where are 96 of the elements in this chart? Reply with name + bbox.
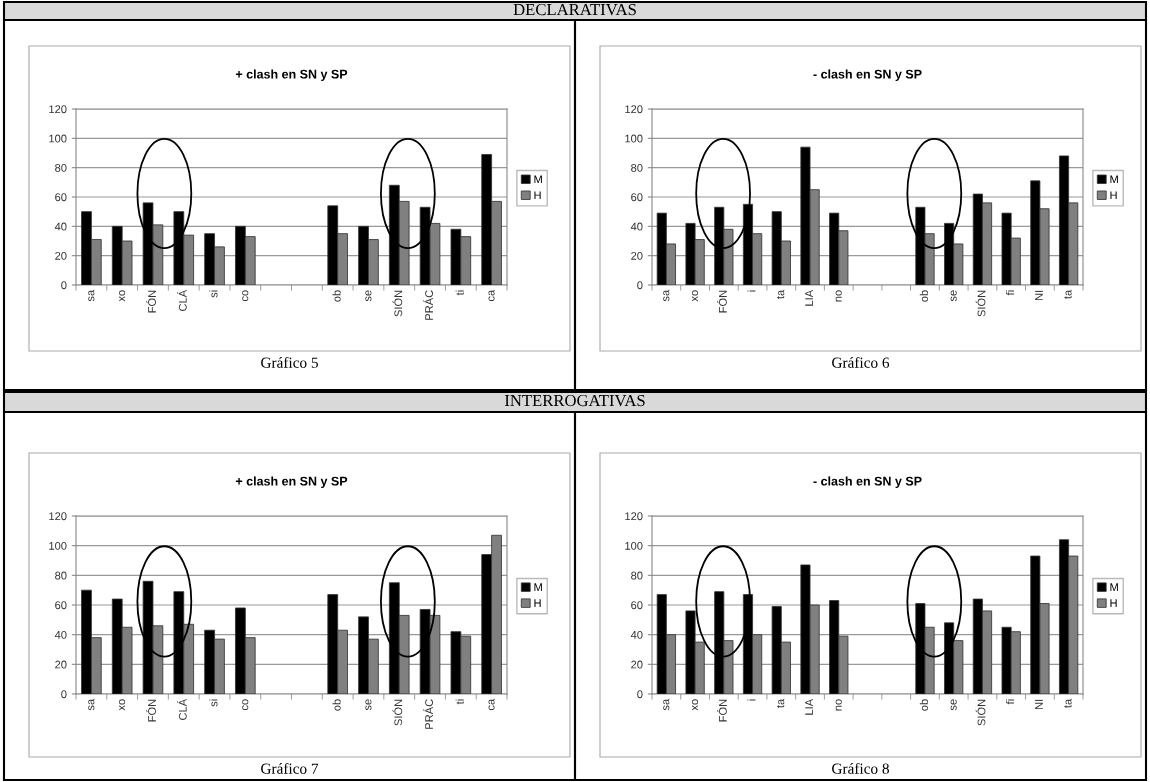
x-tick-label: sa — [663, 698, 670, 711]
x-tick-label: si — [209, 290, 218, 298]
y-tick-label: 60 — [55, 193, 67, 202]
x-tick-label: se — [950, 699, 957, 711]
x-tick-label: se — [365, 290, 372, 302]
y-tick-label: 120 — [625, 105, 643, 114]
chart-title: - clash en SN y SP — [813, 69, 922, 82]
x-tick-label: ta — [776, 289, 785, 299]
x-tick-label: LIA — [805, 289, 813, 306]
x-tick-label: co — [242, 290, 249, 302]
y-tick-label: 0 — [637, 690, 643, 699]
legend-label: M — [1110, 175, 1118, 184]
x-tick-label: SIÓN — [975, 699, 986, 726]
x-tick-label: ca — [488, 698, 495, 711]
y-tick-label: 80 — [631, 163, 643, 172]
x-tick-label: ti — [455, 290, 464, 296]
x-tick-label: sa — [88, 698, 95, 711]
y-tick-label: 60 — [55, 601, 67, 610]
text: Gráfico 8 — [832, 762, 889, 774]
y-tick-label: 0 — [637, 281, 643, 290]
y-tick-label: 120 — [49, 105, 67, 114]
x-tick-label: CLÁ — [176, 289, 187, 311]
x-tick-label: fi — [1005, 290, 1015, 296]
x-tick-label: sa — [88, 289, 95, 302]
x-tick-label: FÓN — [717, 290, 727, 313]
y-tick-label: 80 — [55, 571, 67, 580]
x-tick-label: xo — [119, 290, 126, 302]
text: Gráfico 6 — [832, 356, 890, 368]
y-tick-label: 120 — [625, 512, 643, 521]
text: Gráfico 7 — [261, 762, 319, 774]
x-tick-label: co — [242, 699, 249, 711]
y-tick-label: 100 — [625, 134, 643, 143]
y-tick-label: 20 — [631, 251, 643, 260]
y-tick-label: 80 — [631, 571, 643, 580]
x-tick-label: fi — [1005, 699, 1015, 705]
y-tick-label: 60 — [631, 193, 643, 202]
legend-label: H — [534, 191, 541, 200]
y-tick-label: 20 — [631, 660, 643, 669]
x-tick-label: ob — [332, 699, 341, 711]
x-tick-label: se — [365, 699, 372, 711]
x-tick-label: sa — [663, 289, 670, 302]
x-tick-label: ca — [488, 289, 495, 302]
text: DECLARATIVAS — [513, 3, 636, 16]
legend-label: H — [1110, 599, 1117, 607]
x-tick-label: NI — [1035, 290, 1043, 301]
x-tick-label: ob — [919, 290, 928, 302]
x-tick-label: SIÓN — [392, 699, 403, 726]
y-tick-label: 0 — [61, 690, 67, 699]
x-tick-label: SIÓN — [392, 290, 403, 317]
x-tick-label: SIÓN — [975, 290, 986, 317]
x-tick-label: FÓN — [146, 290, 156, 313]
y-tick-label: 40 — [630, 630, 643, 639]
x-tick-label: ta — [1064, 698, 1072, 708]
text: INTERROGATIVAS — [504, 394, 645, 407]
x-tick-label: CLÁ — [176, 698, 187, 720]
x-tick-label: ta — [1064, 289, 1072, 299]
legend-label: H — [534, 599, 541, 607]
x-tick-label: ti — [455, 699, 464, 705]
x-tick-label: xo — [691, 699, 699, 711]
x-tick-label: FÓN — [717, 699, 727, 722]
x-tick-label: FÓN — [146, 699, 156, 722]
x-tick-label: no — [835, 290, 842, 302]
x-tick-label: i — [747, 699, 756, 701]
y-tick-label: 0 — [61, 281, 67, 290]
x-tick-label: si — [209, 699, 218, 707]
y-tick-label: 80 — [55, 163, 67, 172]
x-tick-label: i — [747, 290, 756, 292]
y-tick-label: 40 — [54, 222, 67, 231]
legend-label: M — [534, 583, 542, 592]
x-tick-label: PRÁC — [423, 290, 434, 320]
chart-title: - clash en SN y SP — [813, 476, 922, 489]
y-tick-label: 40 — [630, 222, 643, 231]
x-tick-label: ob — [919, 699, 928, 711]
x-tick-label: NI — [1035, 699, 1043, 710]
legend-label: H — [1110, 191, 1117, 200]
x-tick-label: LIA — [805, 698, 813, 715]
y-tick-label: 20 — [55, 251, 67, 260]
x-tick-label: se — [950, 290, 957, 302]
x-tick-label: ta — [776, 698, 785, 708]
legend-label: M — [534, 175, 542, 184]
y-tick-label: 60 — [631, 601, 643, 610]
y-tick-label: 100 — [49, 134, 67, 143]
x-tick-label: ob — [332, 290, 341, 302]
x-tick-label: PRÁC — [423, 699, 434, 729]
y-tick-label: 100 — [49, 541, 67, 550]
legend-label: M — [1110, 583, 1118, 592]
x-tick-label: xo — [691, 290, 699, 302]
text: Gráfico 5 — [261, 356, 318, 368]
y-tick-label: 20 — [55, 660, 67, 669]
y-tick-label: 100 — [625, 541, 643, 550]
y-tick-label: 120 — [49, 512, 67, 521]
x-tick-label: no — [835, 699, 842, 711]
y-tick-label: 40 — [54, 630, 67, 639]
chart-title: + clash en SN y SP — [235, 69, 348, 82]
x-tick-label: xo — [119, 699, 126, 711]
chart-title: + clash en SN y SP — [235, 476, 348, 489]
